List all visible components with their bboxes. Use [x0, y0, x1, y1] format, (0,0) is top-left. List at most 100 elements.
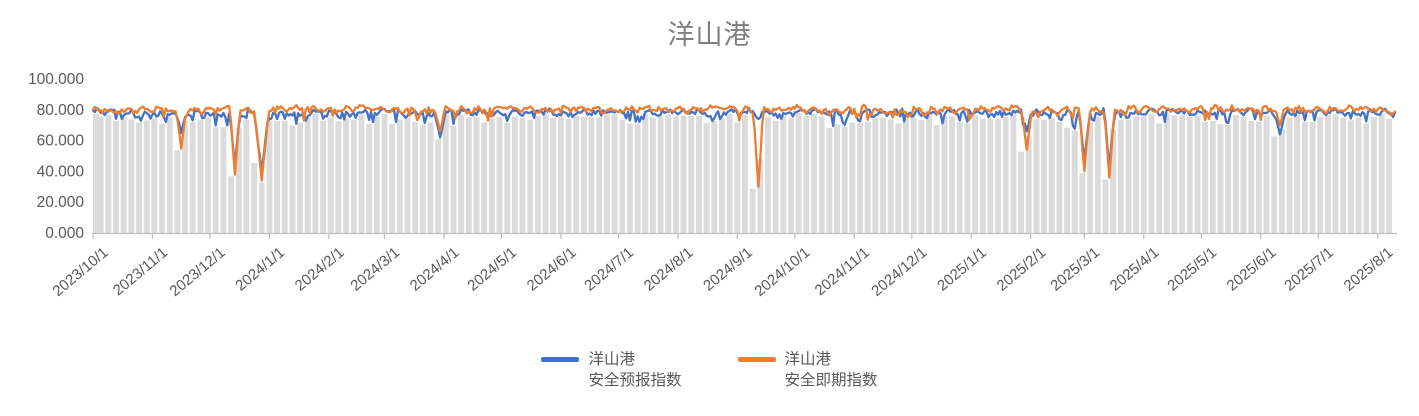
background-bar: [143, 120, 150, 233]
background-bar: [573, 115, 580, 233]
background-bar: [895, 123, 902, 233]
background-bar: [128, 119, 135, 233]
x-tick-label: 2024/7/1: [581, 244, 637, 295]
background-bar: [1378, 114, 1385, 233]
background-bar: [580, 116, 587, 233]
background-bar: [803, 115, 810, 233]
x-tick-label: 2024/3/1: [347, 244, 403, 295]
legend-label-forecast: 洋山港 安全预报指数: [588, 349, 681, 391]
background-bar: [987, 118, 994, 233]
x-tick-label: 2024/2/1: [292, 244, 348, 295]
background-bar: [1340, 117, 1347, 233]
background-bar: [1010, 114, 1017, 233]
background-bar: [1278, 128, 1285, 233]
x-tick-label: 2024/12/1: [868, 244, 930, 300]
background-bar: [1018, 151, 1025, 233]
background-bar: [1179, 115, 1186, 233]
background-bar: [473, 116, 480, 233]
background-bar: [1125, 119, 1132, 233]
background-bar: [519, 117, 526, 233]
background-bar: [1232, 115, 1239, 233]
background-bar: [396, 119, 403, 233]
background-bar: [159, 123, 165, 233]
background-bar: [350, 119, 357, 233]
background-bar: [435, 139, 442, 233]
background-bar: [1370, 116, 1377, 233]
background-bar: [772, 120, 779, 233]
background-bar: [534, 116, 541, 233]
background-bar: [1041, 119, 1048, 233]
background-bar: [918, 119, 925, 233]
background-bar: [297, 122, 304, 233]
background-bar: [1186, 116, 1193, 233]
background-bar: [857, 123, 863, 233]
x-tick-label: 2024/1/1: [232, 244, 288, 295]
background-bar: [757, 159, 764, 233]
background-bar: [120, 117, 127, 233]
x-tick-label: 2023/11/1: [110, 244, 171, 299]
background-bar: [703, 122, 710, 233]
background-bar: [243, 119, 250, 233]
background-bar: [1102, 179, 1109, 233]
background-bar: [1064, 127, 1071, 233]
legend-swatch-forecast: [541, 357, 580, 362]
background-bar: [189, 122, 196, 233]
background-bar: [550, 117, 557, 233]
background-bar: [964, 123, 971, 233]
background-bar: [826, 127, 833, 233]
background-bar: [726, 113, 733, 233]
x-tick-label: 2024/9/1: [700, 244, 756, 295]
background-bar: [1148, 114, 1155, 233]
x-tick-label: 2025/4/1: [1107, 244, 1163, 295]
background-bar: [834, 124, 840, 233]
x-tick-label: 2025/1/1: [934, 244, 990, 295]
background-bar: [818, 116, 825, 233]
background-bar: [557, 117, 564, 233]
background-bar: [1286, 117, 1293, 233]
background-bar: [113, 120, 119, 233]
background-bar: [136, 122, 142, 233]
background-bar: [419, 124, 426, 233]
background-bar: [1140, 116, 1147, 233]
background-bar: [412, 121, 419, 233]
background-bar: [1317, 116, 1324, 233]
background-bar: [220, 127, 227, 233]
background-bar: [1332, 114, 1339, 233]
background-bar: [1347, 120, 1354, 233]
background-bar: [381, 114, 388, 233]
background-bar: [949, 116, 955, 233]
background-bar: [1217, 124, 1224, 233]
background-bar: [465, 117, 472, 233]
background-bar: [312, 113, 319, 233]
background-bar: [289, 125, 296, 233]
background-bar: [634, 123, 641, 233]
background-bar: [373, 116, 380, 233]
chart-title: 洋山港: [667, 20, 752, 50]
background-bar: [841, 126, 848, 233]
background-bar: [1079, 173, 1086, 233]
background-bar: [1117, 119, 1124, 233]
background-bar: [695, 115, 702, 233]
background-bar: [281, 120, 288, 233]
background-bar: [611, 114, 618, 233]
background-bar: [527, 119, 534, 233]
background-bar: [251, 162, 258, 233]
background-bar: [795, 113, 802, 233]
background-bar: [1225, 124, 1232, 233]
x-tick-label: 2023/12/1: [166, 244, 228, 300]
background-bar: [1194, 115, 1201, 233]
background-bar: [1271, 136, 1278, 233]
background-bar: [734, 122, 741, 233]
background-bar: [1110, 129, 1117, 233]
background-bar: [511, 116, 518, 233]
background-bar: [672, 116, 679, 233]
background-bar: [565, 118, 572, 233]
background-bar: [197, 120, 204, 233]
background-bar: [864, 121, 871, 233]
y-tick-label: 60.000: [37, 133, 85, 150]
x-tick-label: 2024/4/1: [407, 244, 463, 295]
background-bar: [93, 113, 99, 233]
spot-line: [91, 103, 1397, 188]
